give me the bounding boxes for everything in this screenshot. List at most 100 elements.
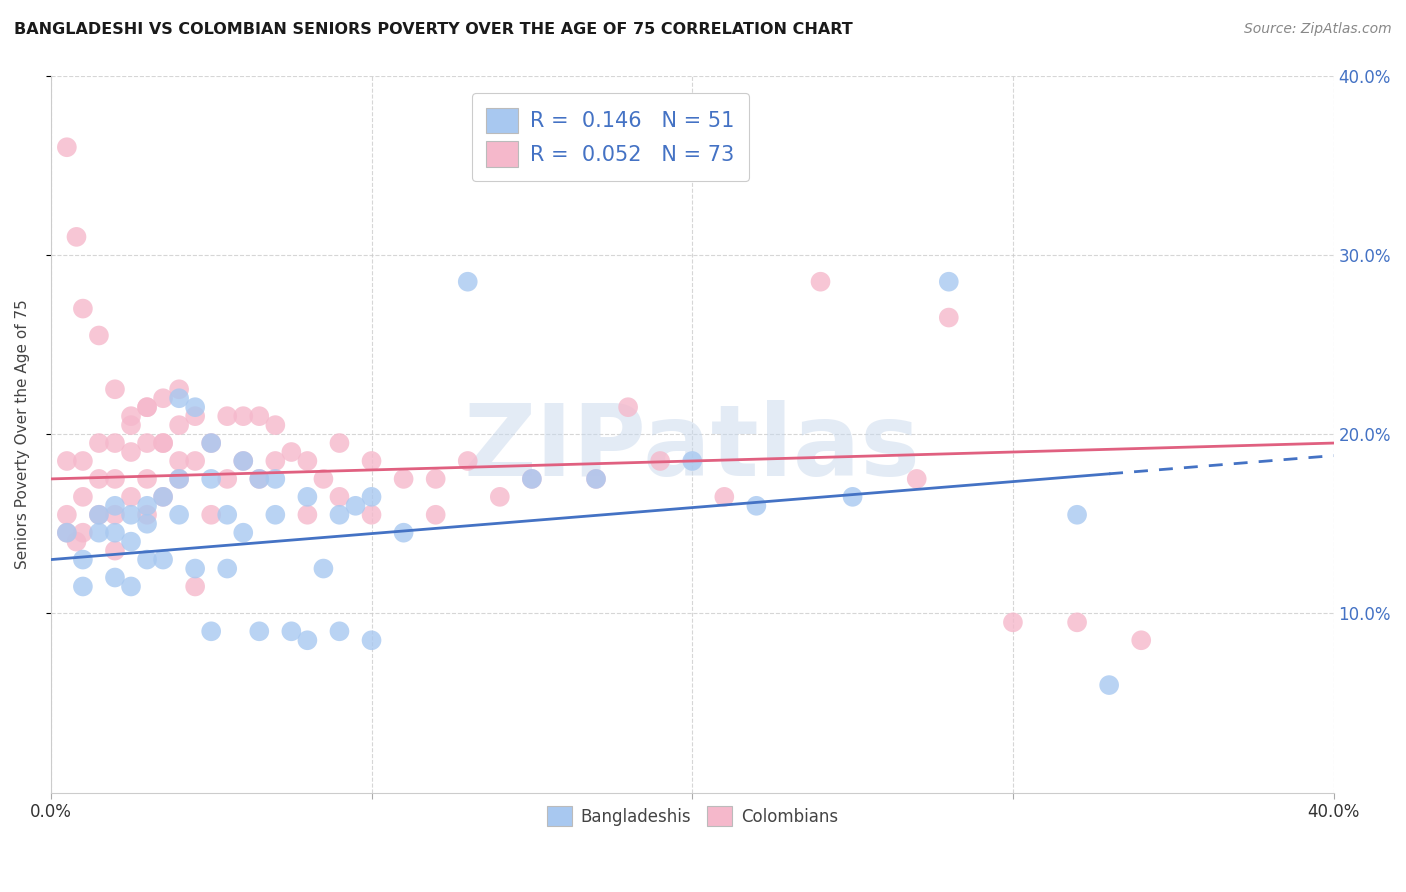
Point <box>136 552 159 566</box>
Point <box>152 490 174 504</box>
Point <box>120 490 142 504</box>
Y-axis label: Seniors Poverty Over the Age of 75: Seniors Poverty Over the Age of 75 <box>15 299 30 569</box>
Point <box>104 382 127 396</box>
Point <box>264 472 287 486</box>
Point <box>104 499 127 513</box>
Point <box>152 490 174 504</box>
Point <box>810 275 832 289</box>
Point <box>360 508 382 522</box>
Point <box>72 525 94 540</box>
Point <box>87 508 110 522</box>
Point <box>264 418 287 433</box>
Point <box>457 275 479 289</box>
Point <box>1001 615 1024 630</box>
Point <box>167 382 190 396</box>
Point <box>167 472 190 486</box>
Point <box>232 525 254 540</box>
Point <box>167 418 190 433</box>
Legend: Bangladeshis, Colombians: Bangladeshis, Colombians <box>538 797 846 835</box>
Point <box>520 472 543 486</box>
Point <box>585 472 607 486</box>
Point <box>425 508 447 522</box>
Point <box>585 472 607 486</box>
Point <box>56 525 79 540</box>
Point <box>280 624 302 639</box>
Point <box>264 508 287 522</box>
Point <box>136 400 159 414</box>
Point <box>152 436 174 450</box>
Point <box>938 310 960 325</box>
Point <box>297 490 319 504</box>
Point <box>328 436 350 450</box>
Point <box>56 454 79 468</box>
Point <box>87 508 110 522</box>
Point <box>360 633 382 648</box>
Point <box>65 534 87 549</box>
Point <box>200 436 222 450</box>
Point <box>136 472 159 486</box>
Point <box>713 490 735 504</box>
Point <box>360 454 382 468</box>
Point <box>104 525 127 540</box>
Point <box>905 472 928 486</box>
Point <box>217 508 239 522</box>
Point <box>617 400 640 414</box>
Point <box>167 391 190 405</box>
Point <box>184 400 207 414</box>
Point <box>200 508 222 522</box>
Point <box>120 579 142 593</box>
Point <box>104 543 127 558</box>
Point <box>120 418 142 433</box>
Point <box>247 472 270 486</box>
Point <box>72 454 94 468</box>
Point <box>120 534 142 549</box>
Point <box>200 436 222 450</box>
Point <box>72 579 94 593</box>
Point <box>1130 633 1153 648</box>
Point <box>104 472 127 486</box>
Text: Source: ZipAtlas.com: Source: ZipAtlas.com <box>1244 22 1392 37</box>
Point <box>650 454 672 468</box>
Point <box>56 508 79 522</box>
Point <box>200 624 222 639</box>
Point <box>392 525 415 540</box>
Point <box>1066 615 1088 630</box>
Point <box>87 328 110 343</box>
Point <box>232 454 254 468</box>
Point <box>681 454 703 468</box>
Point <box>72 490 94 504</box>
Point <box>392 472 415 486</box>
Point <box>56 140 79 154</box>
Point <box>488 490 510 504</box>
Point <box>87 472 110 486</box>
Point <box>87 525 110 540</box>
Point <box>120 409 142 424</box>
Point <box>328 490 350 504</box>
Point <box>120 445 142 459</box>
Point <box>247 472 270 486</box>
Point <box>136 499 159 513</box>
Point <box>56 525 79 540</box>
Text: ZIPatlas: ZIPatlas <box>464 400 921 497</box>
Point <box>232 454 254 468</box>
Point <box>104 508 127 522</box>
Point <box>841 490 863 504</box>
Point <box>152 552 174 566</box>
Point <box>167 454 190 468</box>
Point <box>280 445 302 459</box>
Point <box>217 472 239 486</box>
Point <box>104 570 127 584</box>
Point <box>72 301 94 316</box>
Point <box>520 472 543 486</box>
Point <box>136 436 159 450</box>
Point <box>297 508 319 522</box>
Point <box>87 436 110 450</box>
Point <box>328 624 350 639</box>
Point <box>184 454 207 468</box>
Point <box>938 275 960 289</box>
Point <box>167 472 190 486</box>
Point <box>425 472 447 486</box>
Point <box>167 508 190 522</box>
Point <box>184 561 207 575</box>
Point <box>344 499 367 513</box>
